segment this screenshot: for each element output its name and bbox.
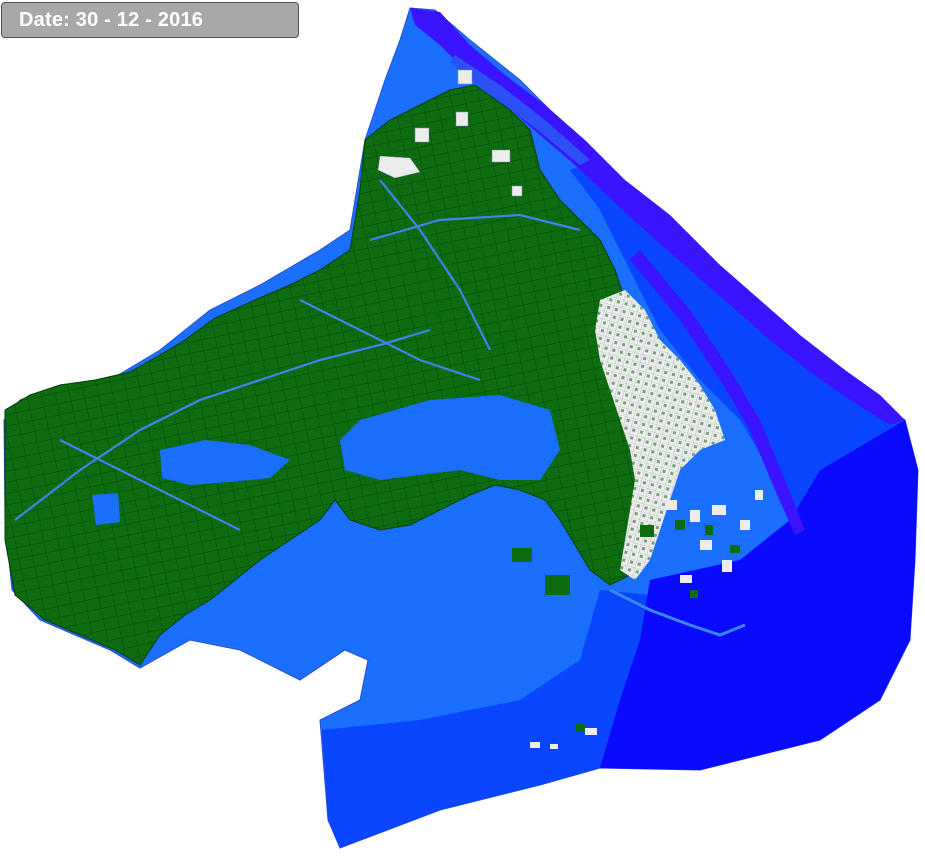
lake-center xyxy=(160,440,290,485)
canal-south xyxy=(609,588,746,637)
urban-patches-north xyxy=(377,69,523,197)
river-sandbar xyxy=(450,55,590,165)
urban-area-east xyxy=(595,290,725,580)
date-label: Date: 30 - 12 - 2016 xyxy=(19,8,204,31)
lake-west xyxy=(92,493,120,525)
secondary-river-channel xyxy=(630,250,805,535)
urban-patches-southeast xyxy=(530,490,763,749)
open-area-south xyxy=(340,395,560,480)
date-label-box: Date: 30 - 12 - 2016 xyxy=(1,2,299,38)
water-deep-zone xyxy=(600,420,918,770)
canal-network xyxy=(14,179,581,531)
vegetation-patches-southeast xyxy=(512,520,740,732)
east-bank-zone xyxy=(570,160,905,520)
